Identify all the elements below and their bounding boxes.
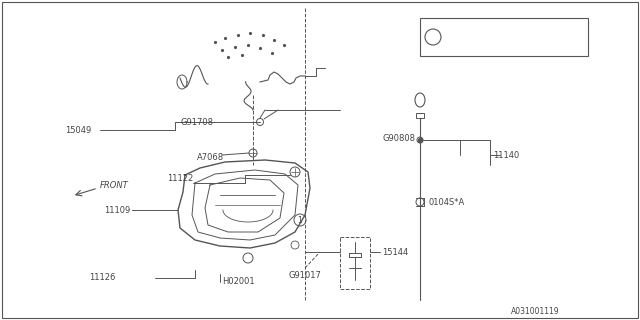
Text: 11126: 11126 bbox=[88, 274, 115, 283]
Text: 1: 1 bbox=[430, 33, 436, 42]
Bar bbox=[340, 237, 370, 289]
Text: FRONT: FRONT bbox=[100, 180, 129, 189]
Text: 11122: 11122 bbox=[167, 173, 193, 182]
Text: 15049: 15049 bbox=[65, 125, 92, 134]
Text: A031001119: A031001119 bbox=[511, 308, 560, 316]
Text: A50635（-1007）: A50635（-1007） bbox=[450, 23, 519, 32]
Text: G91708: G91708 bbox=[180, 117, 213, 126]
Text: 11140: 11140 bbox=[493, 150, 519, 159]
Bar bbox=[416, 113, 424, 118]
Text: H02001: H02001 bbox=[222, 277, 255, 286]
Text: G91017: G91017 bbox=[288, 270, 321, 279]
Text: 0104S*A: 0104S*A bbox=[428, 197, 464, 206]
Bar bbox=[420, 18, 588, 56]
Text: 1: 1 bbox=[298, 215, 302, 225]
Text: A50685（1007-）: A50685（1007-） bbox=[450, 42, 519, 51]
Text: 11109: 11109 bbox=[104, 205, 130, 214]
Text: G90808: G90808 bbox=[382, 133, 415, 142]
Text: A7068: A7068 bbox=[197, 153, 224, 162]
Text: 15144: 15144 bbox=[382, 247, 408, 257]
